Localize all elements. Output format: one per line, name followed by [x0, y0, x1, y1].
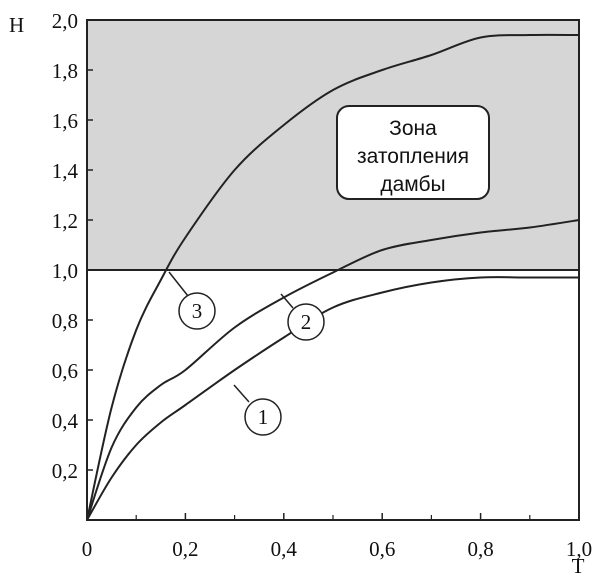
series-marker-1-circle: [244, 398, 282, 436]
series-marker-3: 3: [168, 271, 216, 330]
y-tick-label: 1,6: [52, 109, 78, 133]
y-tick-label: 1,4: [52, 159, 79, 183]
flood-zone-label-line-3: дамбы: [380, 173, 445, 196]
series-marker-2-circle: [287, 303, 325, 341]
series-marker-1-leader: [233, 384, 250, 403]
x-tick-label: 0,2: [172, 537, 198, 561]
plot-frame: [86, 19, 580, 521]
flood-zone-label-line-2: затопления: [357, 145, 469, 168]
x-tick-label: 0,4: [271, 537, 298, 561]
series-line-3: [86, 33, 580, 521]
series-marker-2: 2: [280, 293, 325, 341]
series-marker-2-label: 2: [301, 310, 312, 334]
y-tick-label: 1,2: [52, 209, 78, 233]
y-tick-label: 0,6: [52, 359, 78, 383]
y-tick-label: 1,0: [52, 259, 78, 283]
x-tick-label: 0,6: [369, 537, 395, 561]
flood-zone-label: Зона затопления дамбы: [336, 105, 490, 200]
series-marker-1-label: 1: [258, 405, 269, 429]
series-marker-1: 1: [233, 384, 282, 436]
x-tick-label: 0: [82, 537, 93, 561]
series-marker-3-leader: [168, 271, 189, 297]
y-tick-label: 1,8: [52, 59, 78, 83]
series-line-1: [86, 276, 579, 521]
series-marker-3-label: 3: [192, 299, 203, 323]
flood-zone-label-line-1: Зона: [389, 117, 437, 140]
y-tick-label: 0,2: [52, 459, 78, 483]
series-marker-2-leader: [280, 293, 294, 309]
x-axis-label: T: [572, 554, 585, 576]
y-tick-label: 0,4: [52, 409, 79, 433]
x-tick-label: 1,0: [566, 537, 592, 561]
y-tick-label: 2,0: [52, 9, 78, 33]
flood-zone-area: [87, 20, 579, 270]
x-tick-label: 0,8: [467, 537, 493, 561]
flood-zone-label-box: [336, 105, 490, 200]
y-axis-label: H: [9, 13, 24, 37]
series-marker-3-circle: [178, 292, 216, 330]
y-tick-label: 0,8: [52, 309, 78, 333]
